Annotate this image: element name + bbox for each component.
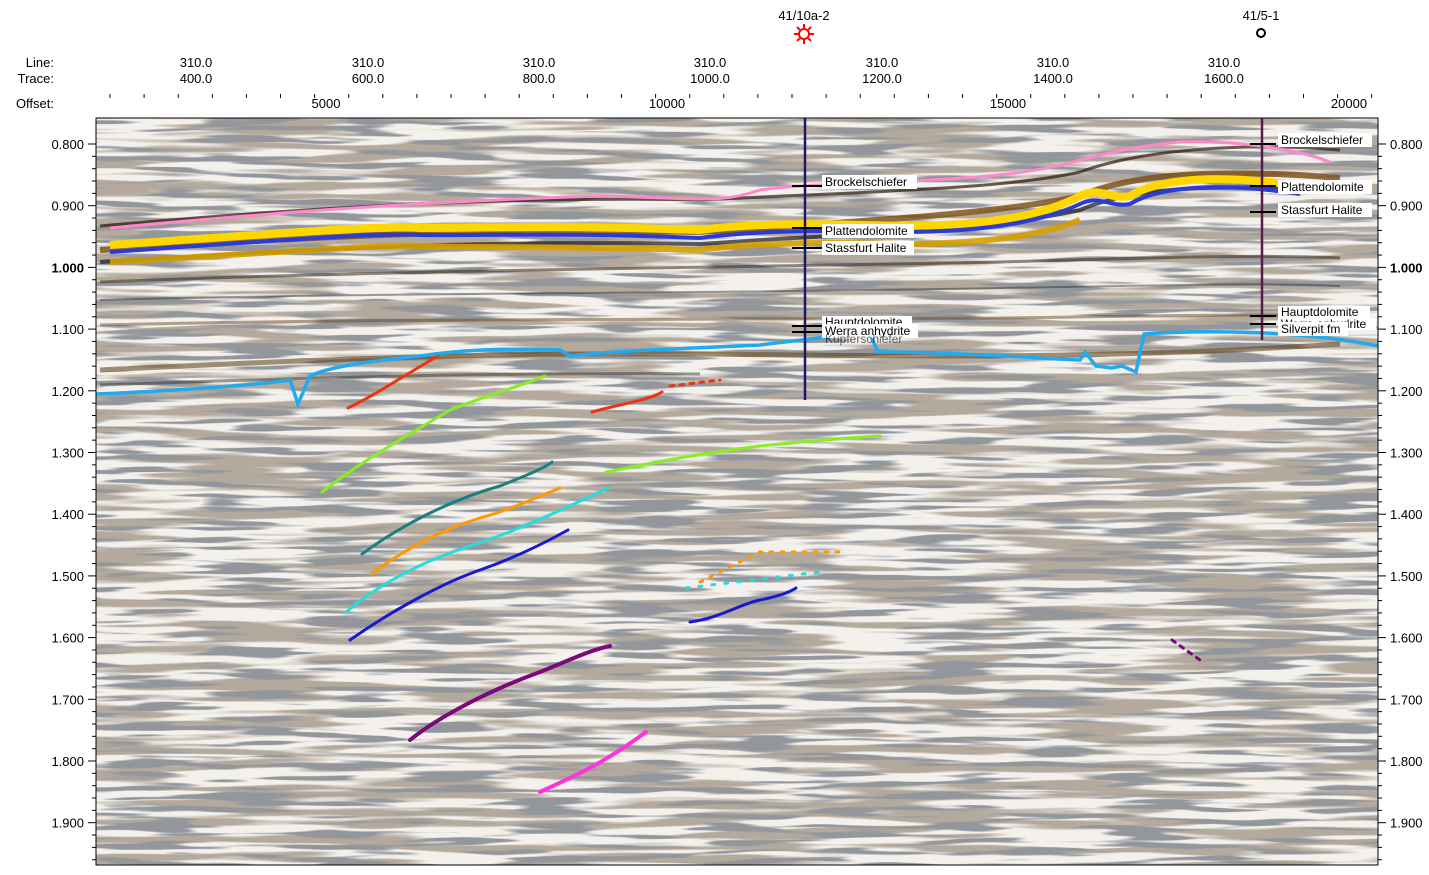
time-tick-label: 1.600 — [1390, 631, 1423, 646]
trace-value: 800.0 — [523, 71, 556, 86]
time-tick-label: 1.800 — [1390, 754, 1423, 769]
time-tick-label: 1.400 — [1390, 507, 1423, 522]
time-tick-label: 1.900 — [51, 816, 84, 831]
well-name-label: 41/5-1 — [1243, 8, 1280, 23]
horizon-label: Silverpit fm — [1281, 322, 1340, 336]
trace-value: 1400.0 — [1033, 71, 1073, 86]
horizon-base-zechstein — [96, 330, 1378, 409]
offset-value: 5000 — [312, 96, 341, 111]
interpreted-picks — [320, 354, 1202, 794]
time-tick-label: 1.700 — [51, 692, 84, 707]
time-tick-label: 0.900 — [1390, 199, 1423, 214]
time-tick-label: 1.100 — [1390, 322, 1423, 337]
trace-value: 1600.0 — [1204, 71, 1244, 86]
well-name-label: 41/10a-2 — [778, 8, 829, 23]
horizon-label: Brockelschiefer — [825, 175, 907, 189]
time-axis-left: 0.800 0.900 1.000 1.100 1.200 1.300 1.400 1.500… — [51, 137, 96, 861]
time-tick-label: 0.800 — [1390, 137, 1423, 152]
horizon-label: Plattendolomite — [825, 224, 908, 238]
trace-value: 1000.0 — [690, 71, 730, 86]
horizon-label: Stassfurt Halite — [1281, 203, 1363, 217]
horizon-label: Brockelschiefer — [1281, 133, 1363, 147]
trace-value: 600.0 — [352, 71, 385, 86]
time-tick-label: 1.700 — [1390, 692, 1423, 707]
offset-value: 20000 — [1331, 96, 1367, 111]
line-value: 310.0 — [352, 55, 385, 70]
time-tick-label: 1.000 — [1390, 260, 1423, 275]
well-2-horizon-labels: Brockelschiefer Plattendolomite Stassfur… — [1278, 133, 1376, 336]
offset-tick-ruler — [109, 94, 1373, 98]
well-1-horizon-labels: Brockelschiefer Plattendolomite Stassfur… — [822, 175, 918, 346]
time-tick-label: 1.900 — [1390, 816, 1423, 831]
panel-frame — [95, 117, 1379, 866]
time-tick-label: 0.900 — [51, 199, 84, 214]
horizon-label: Plattendolomite — [1281, 180, 1364, 194]
time-tick-label: 1.000 — [51, 260, 84, 275]
time-tick-label: 1.500 — [1390, 569, 1423, 584]
horizon-label: Hauptdolomite — [1281, 305, 1359, 319]
line-values-row: 310.0 310.0 310.0 310.0 310.0 310.0 310.… — [180, 55, 1241, 70]
horizon-label: Kupferschiefer — [825, 332, 902, 346]
horizon-plattendolomite — [109, 175, 1301, 265]
line-value: 310.0 — [523, 55, 556, 70]
well-marker-41-10a-2[interactable]: 41/10a-2 — [778, 8, 830, 44]
line-value: 310.0 — [694, 55, 727, 70]
star-icon — [794, 24, 814, 44]
header-row-labels: Line: Trace: Offset: — [16, 55, 54, 111]
line-row-label: Line: — [26, 55, 54, 70]
line-value: 310.0 — [1037, 55, 1070, 70]
offset-values-row: 5000 10000 15000 20000 — [312, 96, 1368, 111]
circle-icon — [1256, 28, 1266, 38]
time-axis-right: 0.800 0.900 1.000 1.100 1.200 1.300 1.400 1.500… — [1378, 137, 1423, 861]
time-tick-label: 1.100 — [51, 322, 84, 337]
line-value: 310.0 — [1208, 55, 1241, 70]
trace-value: 1200.0 — [862, 71, 902, 86]
well-marker-41-5-1[interactable]: 41/5-1 — [1243, 8, 1280, 38]
time-tick-label: 1.300 — [51, 446, 84, 461]
trace-row-label: Trace: — [18, 71, 54, 86]
trace-value: 400.0 — [180, 71, 213, 86]
time-tick-label: 1.200 — [1390, 384, 1423, 399]
horizon-label: Stassfurt Halite — [825, 241, 907, 255]
trace-values-row: 400.0 600.0 800.0 1000.0 1200.0 1400.0 1… — [180, 71, 1244, 86]
time-tick-label: 1.200 — [51, 384, 84, 399]
well-track-41-10a-2 — [792, 118, 822, 400]
time-tick-label: 1.800 — [51, 754, 84, 769]
offset-value: 15000 — [990, 96, 1026, 111]
line-value: 310.0 — [866, 55, 899, 70]
line-value: 310.0 — [180, 55, 213, 70]
seismic-panel[interactable]: Brockelschiefer Plattendolomite Stassfur… — [96, 118, 1378, 865]
horizon-label: Werra anhydrite — [825, 324, 910, 338]
time-tick-label: 0.800 — [51, 137, 84, 152]
offset-value: 10000 — [649, 96, 685, 111]
time-tick-label: 1.400 — [51, 507, 84, 522]
well-track-41-5-1 — [1250, 118, 1276, 340]
offset-row-label: Offset: — [16, 96, 54, 111]
time-tick-label: 1.500 — [51, 569, 84, 584]
time-tick-label: 1.600 — [51, 631, 84, 646]
time-tick-label: 1.300 — [1390, 446, 1423, 461]
